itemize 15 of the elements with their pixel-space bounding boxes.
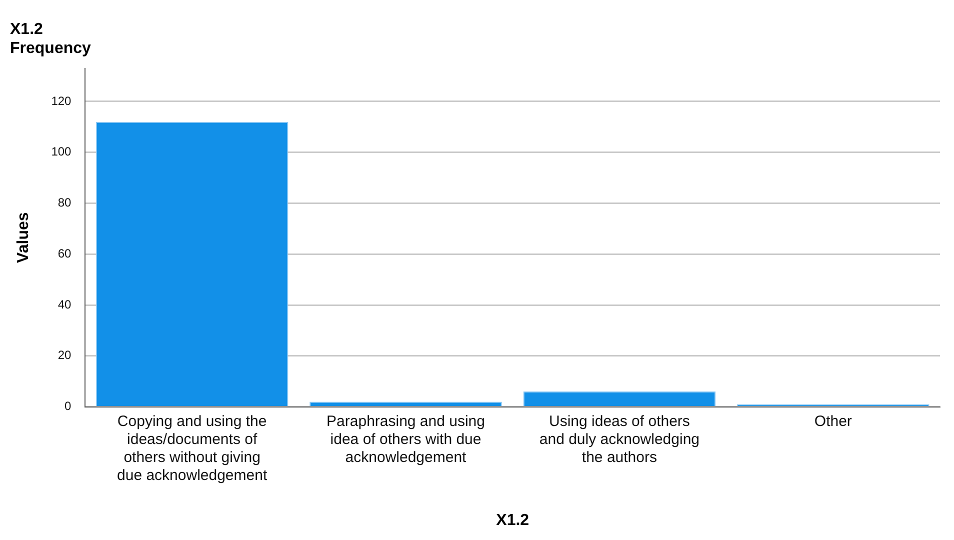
chart-title: X1.2 (10, 21, 44, 38)
y-tick-label: 0 (64, 399, 72, 414)
x-tick-label: Copying and using the ideas/documents of others without giving due acknowledgement (117, 412, 268, 484)
y-tick-label: 100 (51, 144, 72, 159)
y-tick-label: 120 (51, 94, 72, 108)
y-tick-label: 20 (58, 348, 72, 362)
y-tick-label: 40 (58, 297, 72, 312)
x-tick-label: Other (814, 412, 852, 430)
y-tick-label: 80 (58, 196, 72, 210)
y-axis-title: Values (15, 212, 32, 263)
x-axis-title: X1.2 (496, 512, 530, 529)
x-tick-label: Paraphrasing and using idea of others with due acknowledgement (326, 412, 485, 466)
x-tick-label: Using ideas of others and duly acknowledging the authors (539, 412, 700, 466)
chart-subtitle: Frequency (10, 40, 92, 58)
y-tick-label: 60 (58, 246, 72, 260)
